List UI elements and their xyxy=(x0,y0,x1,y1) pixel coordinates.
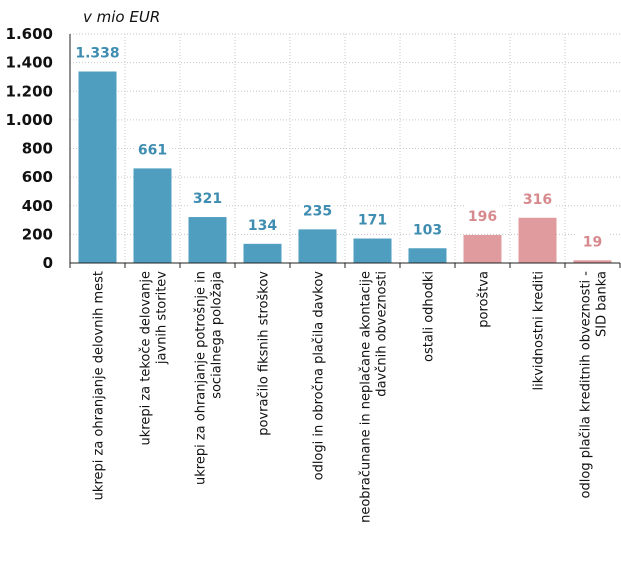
y-tick-label: 1.000 xyxy=(6,111,53,129)
category-label: neobračunane in neplačane akontacije davč… xyxy=(359,271,390,523)
category-label-line: davčnih obveznosti xyxy=(375,271,390,397)
category-label: likvidnostni krediti xyxy=(532,271,547,391)
category-label: poroštva xyxy=(477,271,492,328)
data-label-bg xyxy=(80,41,115,62)
data-label-bg xyxy=(300,199,335,220)
y-tick-label: 800 xyxy=(22,140,53,158)
data-label: 171 xyxy=(358,213,387,229)
y-tick-label: 0 xyxy=(43,254,53,272)
category-label-line: likvidnostni krediti xyxy=(532,271,547,391)
data-label: 1.338 xyxy=(75,45,119,61)
bar xyxy=(408,248,447,263)
category-label-line: ostali odhodki xyxy=(422,271,437,362)
category-label-line: neobračunane in neplačane akontacije xyxy=(359,271,374,523)
x-axis: ukrepi za ohranjanje delovnih mest ukrepi… xyxy=(69,262,621,523)
bar xyxy=(353,238,392,263)
data-label-bg xyxy=(520,187,555,208)
category-label-line: javnih storitev xyxy=(155,271,170,365)
data-label-bg xyxy=(575,230,610,251)
bar xyxy=(133,168,172,263)
data-label: 661 xyxy=(138,142,167,158)
y-tick-label: 400 xyxy=(22,197,53,215)
category-label-line: odlog plačila kreditnih obveznosti - xyxy=(579,271,594,499)
category-label-line: socialnega položaja xyxy=(210,271,225,399)
category-label-line: povračilo fiksnih stroškov xyxy=(257,271,272,436)
bar xyxy=(463,234,502,263)
category-label-line: ukrepi za tekoče delovanje xyxy=(139,271,154,445)
bars: 1.338 661 321 134 235 171 103 196 316 19 xyxy=(75,41,612,263)
category-label: ukrepi za ohranjanje potrošnje in socialn… xyxy=(194,271,225,485)
category-label: odlog plačila kreditnih obveznosti - SID … xyxy=(579,271,610,499)
data-label-bg xyxy=(135,138,170,159)
grid-lines xyxy=(70,33,620,268)
category-label-line: poroštva xyxy=(477,271,492,328)
data-label-bg xyxy=(245,213,280,234)
data-label-bg xyxy=(355,208,390,229)
category-label: povračilo fiksnih stroškov xyxy=(257,271,272,436)
data-label: 196 xyxy=(468,209,497,225)
data-label-bg xyxy=(190,187,225,208)
bar xyxy=(188,217,227,263)
bar xyxy=(78,71,117,263)
unit-label: v mio EUR xyxy=(83,8,160,26)
data-label: 134 xyxy=(248,218,277,234)
category-label: ukrepi za ohranjanje delovnih mest xyxy=(92,271,107,500)
category-label-line: odlogi in obročna plačila davkov xyxy=(312,271,327,481)
category-label: odlogi in obročna plačila davkov xyxy=(312,271,327,481)
data-label: 321 xyxy=(193,191,222,207)
category-label-line: ukrepi za ohranjanje delovnih mest xyxy=(92,271,107,500)
bar xyxy=(518,217,557,263)
data-label: 19 xyxy=(583,234,602,250)
data-label-bg xyxy=(410,218,445,239)
y-tick-label: 600 xyxy=(22,168,53,186)
data-label: 103 xyxy=(413,222,442,238)
category-label-line: SID banka xyxy=(595,271,610,337)
y-tick-label: 200 xyxy=(22,225,53,243)
data-label: 316 xyxy=(523,192,552,208)
y-axis: 0 200 400 600 800 1.000 1.200 1.400 1.600 xyxy=(6,25,71,272)
y-tick-label: 1.200 xyxy=(6,82,53,100)
y-tick-label: 1.600 xyxy=(6,25,53,43)
bar xyxy=(298,229,337,263)
y-tick-label: 1.400 xyxy=(6,54,53,72)
bar xyxy=(243,243,282,263)
bar xyxy=(573,260,612,263)
category-label: ukrepi za tekoče delovanje javnih storite… xyxy=(139,271,170,446)
data-label: 235 xyxy=(303,203,332,219)
data-label-bg xyxy=(465,204,500,225)
category-label: ostali odhodki xyxy=(422,271,437,362)
category-label-line: ukrepi za ohranjanje potrošnje in xyxy=(194,271,209,485)
